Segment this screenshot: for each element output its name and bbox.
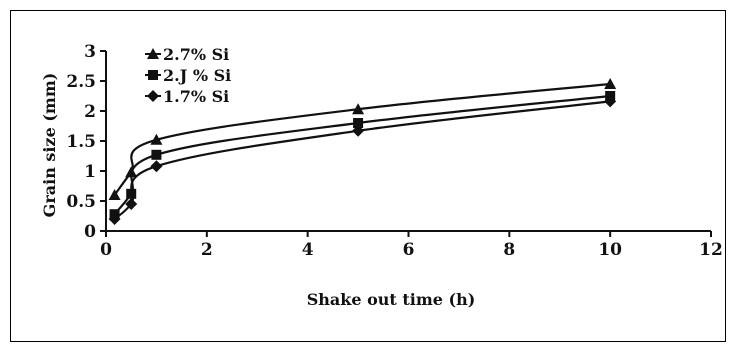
y-tick-label: 1 (84, 162, 96, 182)
legend: 2.7% Si 2.J % Si 1.7% Si (145, 45, 231, 106)
y-tick-label: 0.5 (66, 192, 96, 212)
x-tick-label: 12 (699, 240, 723, 260)
legend-entry: 1.7% Si (145, 87, 229, 106)
data-point-diamond (125, 198, 138, 210)
legend-marker (148, 70, 158, 80)
chart-frame: 0 2 4 6 8 10 12 0 0.5 1 1.5 2 2.5 3 2.7% Si 2.J % Si 1.… (10, 10, 726, 342)
legend-entry: 2.7% Si (145, 45, 229, 64)
y-tick-label: 3 (84, 42, 96, 62)
data-point-square (353, 118, 364, 128)
data-point-triangle (108, 189, 121, 200)
line-chart: 0 2 4 6 8 10 12 0 0.5 1 1.5 2 2.5 3 2.7% Si 2.J % Si 1.… (40, 42, 723, 309)
data-point-triangle (352, 103, 365, 115)
data-point-diamond (108, 213, 121, 225)
series-layer (108, 78, 617, 225)
data-point-diamond (150, 160, 163, 173)
x-tick-label: 2 (201, 240, 213, 260)
data-point-diamond (604, 95, 617, 108)
y-tick-label: 2.5 (66, 72, 96, 92)
data-point-triangle (604, 78, 617, 89)
data-point-diamond (352, 124, 365, 137)
x-tick-label: 0 (100, 240, 112, 260)
data-point-triangle (150, 133, 163, 145)
legend-label: 2.7% Si (163, 45, 229, 64)
legend-label: 1.7% Si (163, 87, 229, 106)
x-tick-label: 4 (302, 240, 314, 260)
legend-entry: 2.J % Si (145, 66, 231, 85)
x-tick-label: 6 (403, 240, 415, 260)
y-tick-label: 1.5 (66, 132, 96, 152)
legend-marker (147, 90, 159, 102)
x-axis-title: Shake out time (h) (307, 290, 476, 309)
series-3 (108, 95, 617, 225)
y-tick-label: 0 (84, 222, 96, 242)
legend-marker (147, 48, 159, 59)
y-axis-title: Grain size (mm) (40, 73, 59, 218)
data-point-square (151, 149, 162, 160)
x-tick-label: 10 (598, 240, 622, 260)
x-tick-label: 8 (503, 240, 515, 260)
y-tick-label: 2 (84, 102, 96, 122)
axes: 0 2 4 6 8 10 12 0 0.5 1 1.5 2 2.5 3 (66, 42, 722, 260)
legend-label: 2.J % Si (163, 66, 231, 85)
